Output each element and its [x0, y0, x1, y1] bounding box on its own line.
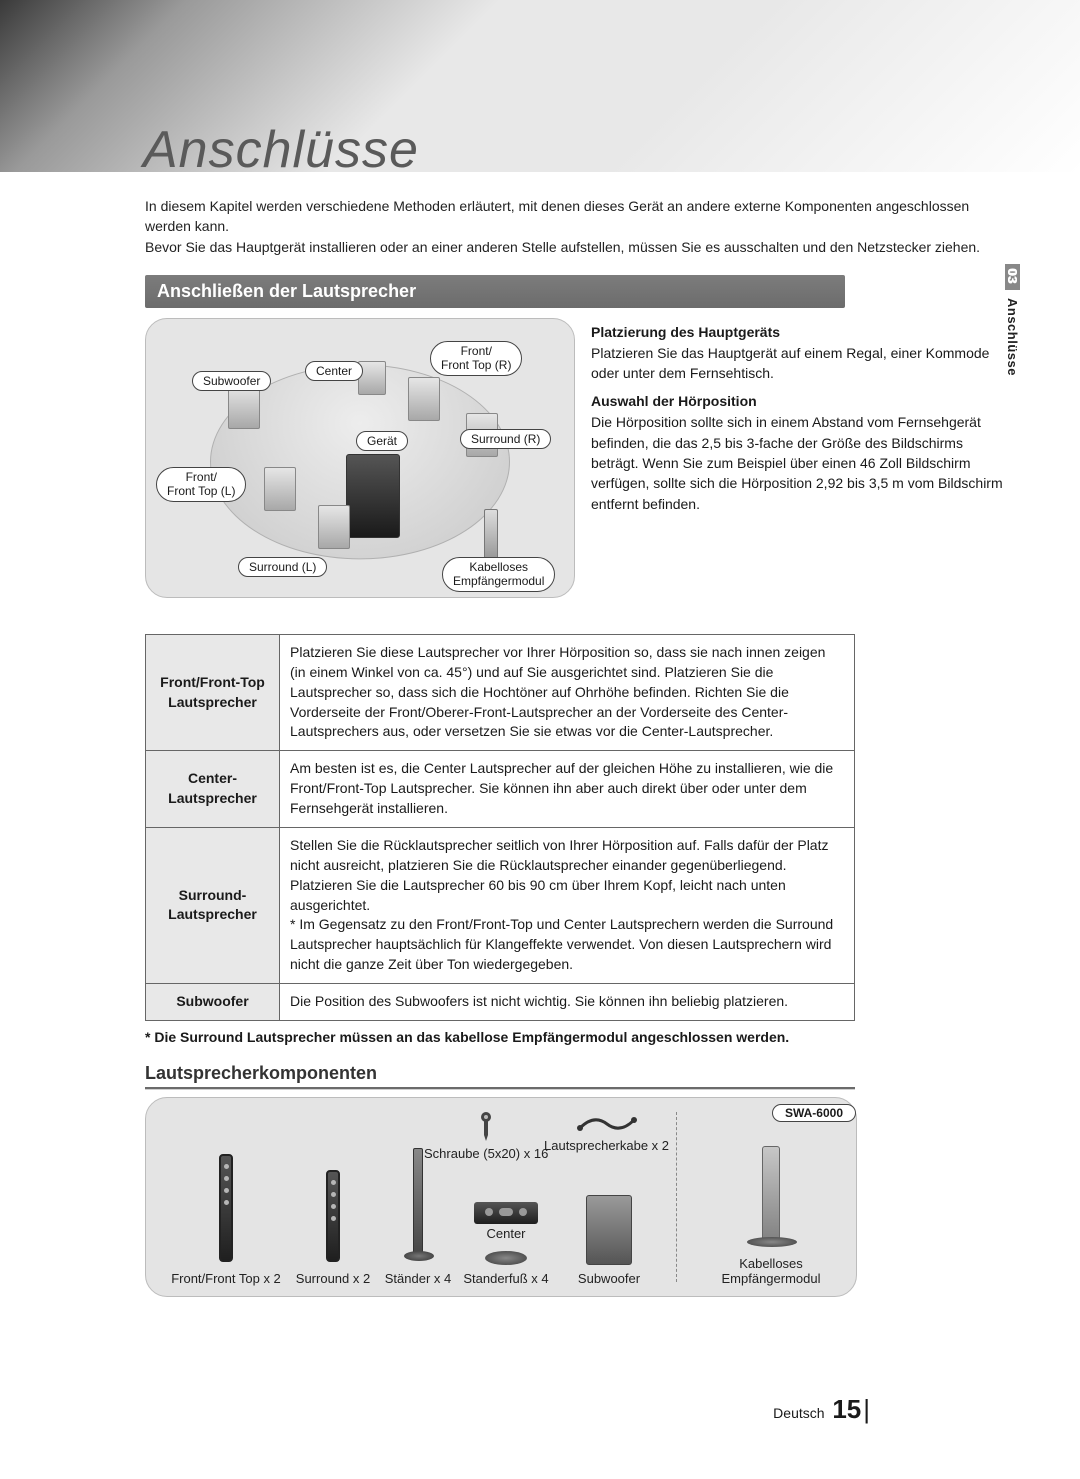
- center-label: Center: [458, 1226, 554, 1241]
- table-label-cell: Subwoofer: [146, 984, 280, 1021]
- screw-icon: [478, 1112, 494, 1142]
- components-heading: Lautsprecherkomponenten: [145, 1063, 855, 1089]
- cable-icon: [574, 1112, 640, 1134]
- intro-p2: Bevor Sie das Hauptgerät installieren od…: [145, 237, 1005, 257]
- speaker-table: Front/Front-Top LautsprecherPlatzieren S…: [145, 634, 855, 1021]
- stand-icon: [413, 1148, 423, 1258]
- wireless-module-icon: [762, 1146, 780, 1244]
- footer-lang: Deutsch: [773, 1405, 824, 1421]
- heading-main-unit: Platzierung des Hauptgeräts: [591, 324, 1005, 340]
- surround-label: Surround x 2: [290, 1271, 376, 1286]
- label-unit: Gerät: [356, 431, 408, 451]
- wrm-label: Kabelloses Empfängermodul: [688, 1256, 854, 1286]
- divider: [676, 1112, 677, 1282]
- table-text-cell: Platzieren Sie diese Lautsprecher vor Ih…: [280, 634, 855, 750]
- standfoot-label: Standerfuß x 4: [458, 1271, 554, 1286]
- cable-label: Lautsprecherkabe x 2: [544, 1138, 669, 1153]
- front-label: Front/Front Top x 2: [168, 1271, 284, 1286]
- subwoofer-label: Subwoofer: [570, 1271, 648, 1286]
- label-front-r: Front/ Front Top (R): [430, 341, 522, 376]
- label-surround-r: Surround (R): [460, 429, 551, 449]
- table-row: Center-LautsprecherAm besten ist es, die…: [146, 751, 855, 828]
- chapter-tab: 03 Anschlüsse: [1005, 264, 1020, 376]
- components-panel: SWA-6000 Schraube (5x20) x 16 Lautsprech…: [145, 1097, 857, 1297]
- label-front-l: Front/ Front Top (L): [156, 467, 246, 502]
- table-label-cell: Surround-Lautsprecher: [146, 827, 280, 983]
- placement-text: Platzierung des Hauptgeräts Platzieren S…: [591, 318, 1005, 598]
- text-listening-pos: Die Hörposition sollte sich in einem Abs…: [591, 412, 1005, 513]
- table-row: Front/Front-Top LautsprecherPlatzieren S…: [146, 634, 855, 750]
- table-text-cell: Die Position des Subwoofers ist nicht wi…: [280, 984, 855, 1021]
- page-title: Anschlüsse: [143, 120, 419, 180]
- front-speaker-icon: [219, 1154, 233, 1262]
- table-row: Surround-LautsprecherStellen Sie die Rüc…: [146, 827, 855, 983]
- subwoofer-icon: [586, 1195, 632, 1265]
- intro-text: In diesem Kapitel werden verschiedene Me…: [145, 196, 1005, 257]
- stand-label: Ständer x 4: [380, 1271, 456, 1286]
- chapter-number: 03: [1005, 269, 1020, 284]
- standfoot-icon: [485, 1251, 527, 1265]
- table-label-cell: Center-Lautsprecher: [146, 751, 280, 828]
- label-surround-l: Surround (L): [238, 557, 327, 577]
- section-heading: Anschließen der Lautsprecher: [145, 275, 845, 308]
- table-text-cell: Stellen Sie die Rücklautsprecher seitlic…: [280, 827, 855, 983]
- chapter-label: Anschlüsse: [1005, 298, 1020, 376]
- surround-note: * Die Surround Lautsprecher müssen an da…: [145, 1029, 1005, 1045]
- footer-page: 15: [832, 1394, 861, 1424]
- label-wrm: Kabelloses Empfängermodul: [442, 557, 555, 592]
- speaker-layout-diagram: Subwoofer Center Front/ Front Top (R) Ge…: [145, 318, 575, 598]
- intro-p1: In diesem Kapitel werden verschiedene Me…: [145, 196, 1005, 237]
- text-main-unit: Platzieren Sie das Hauptgerät auf einem …: [591, 343, 1005, 384]
- surround-speaker-icon: [326, 1170, 340, 1262]
- page-footer: Deutsch 15|: [773, 1394, 870, 1425]
- label-center: Center: [305, 361, 363, 381]
- table-label-cell: Front/Front-Top Lautsprecher: [146, 634, 280, 750]
- swa-label: SWA-6000: [772, 1104, 856, 1122]
- table-text-cell: Am besten ist es, die Center Lautspreche…: [280, 751, 855, 828]
- center-speaker-icon: [474, 1202, 538, 1224]
- heading-listening-pos: Auswahl der Hörposition: [591, 393, 1005, 409]
- label-subwoofer: Subwoofer: [192, 371, 271, 391]
- table-row: SubwooferDie Position des Subwoofers ist…: [146, 984, 855, 1021]
